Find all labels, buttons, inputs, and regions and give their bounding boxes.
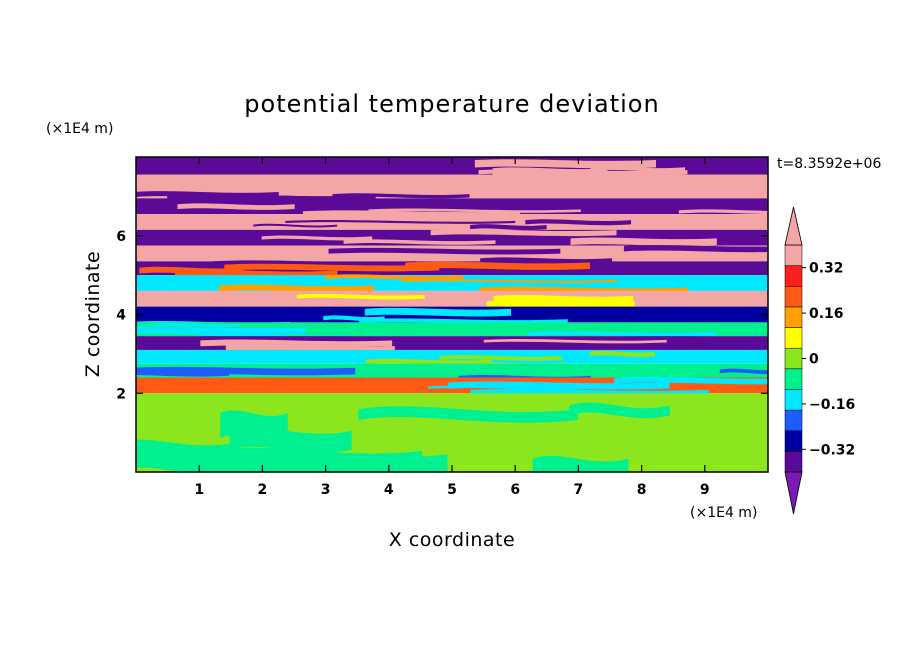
contour-patch [474, 159, 657, 169]
colorbar-extend-low [784, 471, 803, 515]
y-axis-ticks: 2 4 6 [116, 229, 768, 402]
colorbar-swatch [784, 286, 803, 308]
contour-patch [233, 451, 448, 472]
colorbar-label: −0.16 [809, 397, 855, 413]
plot-area [136, 157, 768, 472]
x-tick-label: 9 [700, 482, 710, 498]
contour-patch [200, 339, 393, 348]
x-tick-label: 5 [447, 482, 457, 498]
x-tick-label: 7 [574, 482, 584, 498]
x-tick-label: 3 [321, 482, 331, 498]
contour-band [136, 290, 768, 307]
colorbar-swatch [784, 306, 803, 328]
y-scale-note: (×1E4 m) [46, 121, 113, 137]
contour-patch [478, 169, 688, 176]
contour-patch [427, 385, 601, 390]
contour-patch [719, 368, 768, 375]
colorbar-swatch [784, 389, 803, 411]
colorbar-swatch [784, 244, 803, 266]
contour-patch [136, 191, 279, 198]
contour-patch [136, 326, 306, 335]
contour-patch [528, 331, 717, 337]
contour-patch [493, 295, 634, 303]
colorbar: 0.32 0.16 0 −0.16 −0.32 [784, 206, 855, 515]
x-tick-label: 8 [637, 482, 647, 498]
y-axis-label: Z coordinate [82, 251, 104, 377]
x-axis-ticks: 1 2 3 4 5 6 7 8 9 [194, 157, 710, 498]
colorbar-swatch [784, 265, 803, 287]
colorbar-swatch [784, 327, 803, 349]
contour-patch [224, 263, 440, 272]
contour-patch [483, 339, 667, 344]
contour-band [136, 198, 768, 215]
x-tick-label: 2 [258, 482, 268, 498]
contour-patch [470, 224, 547, 231]
colorbar-label: 0 [809, 352, 819, 368]
contour-patch [136, 366, 356, 376]
contour-patch [439, 355, 562, 361]
contour-patch [155, 323, 239, 328]
contour-patch [368, 208, 581, 213]
x-tick-label: 6 [510, 482, 520, 498]
contour-patch [589, 350, 656, 357]
x-tick-label: 4 [384, 482, 394, 498]
contour-band [136, 174, 768, 199]
contour-patch [532, 455, 629, 472]
contour-patch [332, 193, 470, 199]
colorbar-swatch [784, 451, 803, 473]
y-tick-label: 6 [116, 229, 126, 245]
contour-patch [402, 279, 618, 283]
contour-patch [285, 220, 516, 224]
contour-patch [253, 223, 338, 228]
contour-patch [525, 219, 632, 226]
contour-patch [623, 244, 768, 253]
contour-patch [430, 229, 617, 237]
chart-title: potential temperature deviation [244, 90, 659, 118]
x-tick-label: 1 [194, 482, 204, 498]
contour-patch [678, 209, 768, 215]
colorbar-swatch [784, 368, 803, 390]
contour-patch [325, 274, 464, 280]
colorbar-swatch [784, 430, 803, 452]
x-axis-label: X coordinate [389, 529, 515, 551]
contour-patch [405, 261, 591, 270]
contour-patch [323, 315, 385, 322]
contour-patch [358, 406, 579, 423]
contour-patch [177, 203, 295, 210]
contour-patch [570, 237, 717, 246]
contour-patch [136, 439, 235, 472]
contour-patch [364, 307, 511, 317]
colorbar-swatch [784, 347, 803, 370]
contour-patch [328, 247, 561, 255]
colorbar-label: 0.32 [809, 261, 844, 277]
contour-patch [296, 293, 425, 300]
colorbar-swatch [784, 409, 803, 431]
colorbar-label: 0.16 [809, 306, 844, 322]
contour-patch [261, 235, 373, 241]
y-tick-label: 2 [116, 386, 126, 402]
contour-patch [590, 166, 686, 172]
contour-patch [569, 402, 670, 419]
time-label: t=8.3592e+06 [777, 156, 881, 172]
y-tick-label: 4 [116, 308, 126, 324]
contour-patch [220, 410, 288, 442]
colorbar-label: −0.32 [809, 442, 855, 458]
contour-patch [139, 266, 244, 275]
contour-patch [614, 377, 768, 385]
colorbar-extend-high [784, 206, 803, 246]
contour-patch [219, 284, 375, 292]
contour-patch [343, 239, 496, 245]
x-scale-note: (×1E4 m) [690, 505, 757, 521]
